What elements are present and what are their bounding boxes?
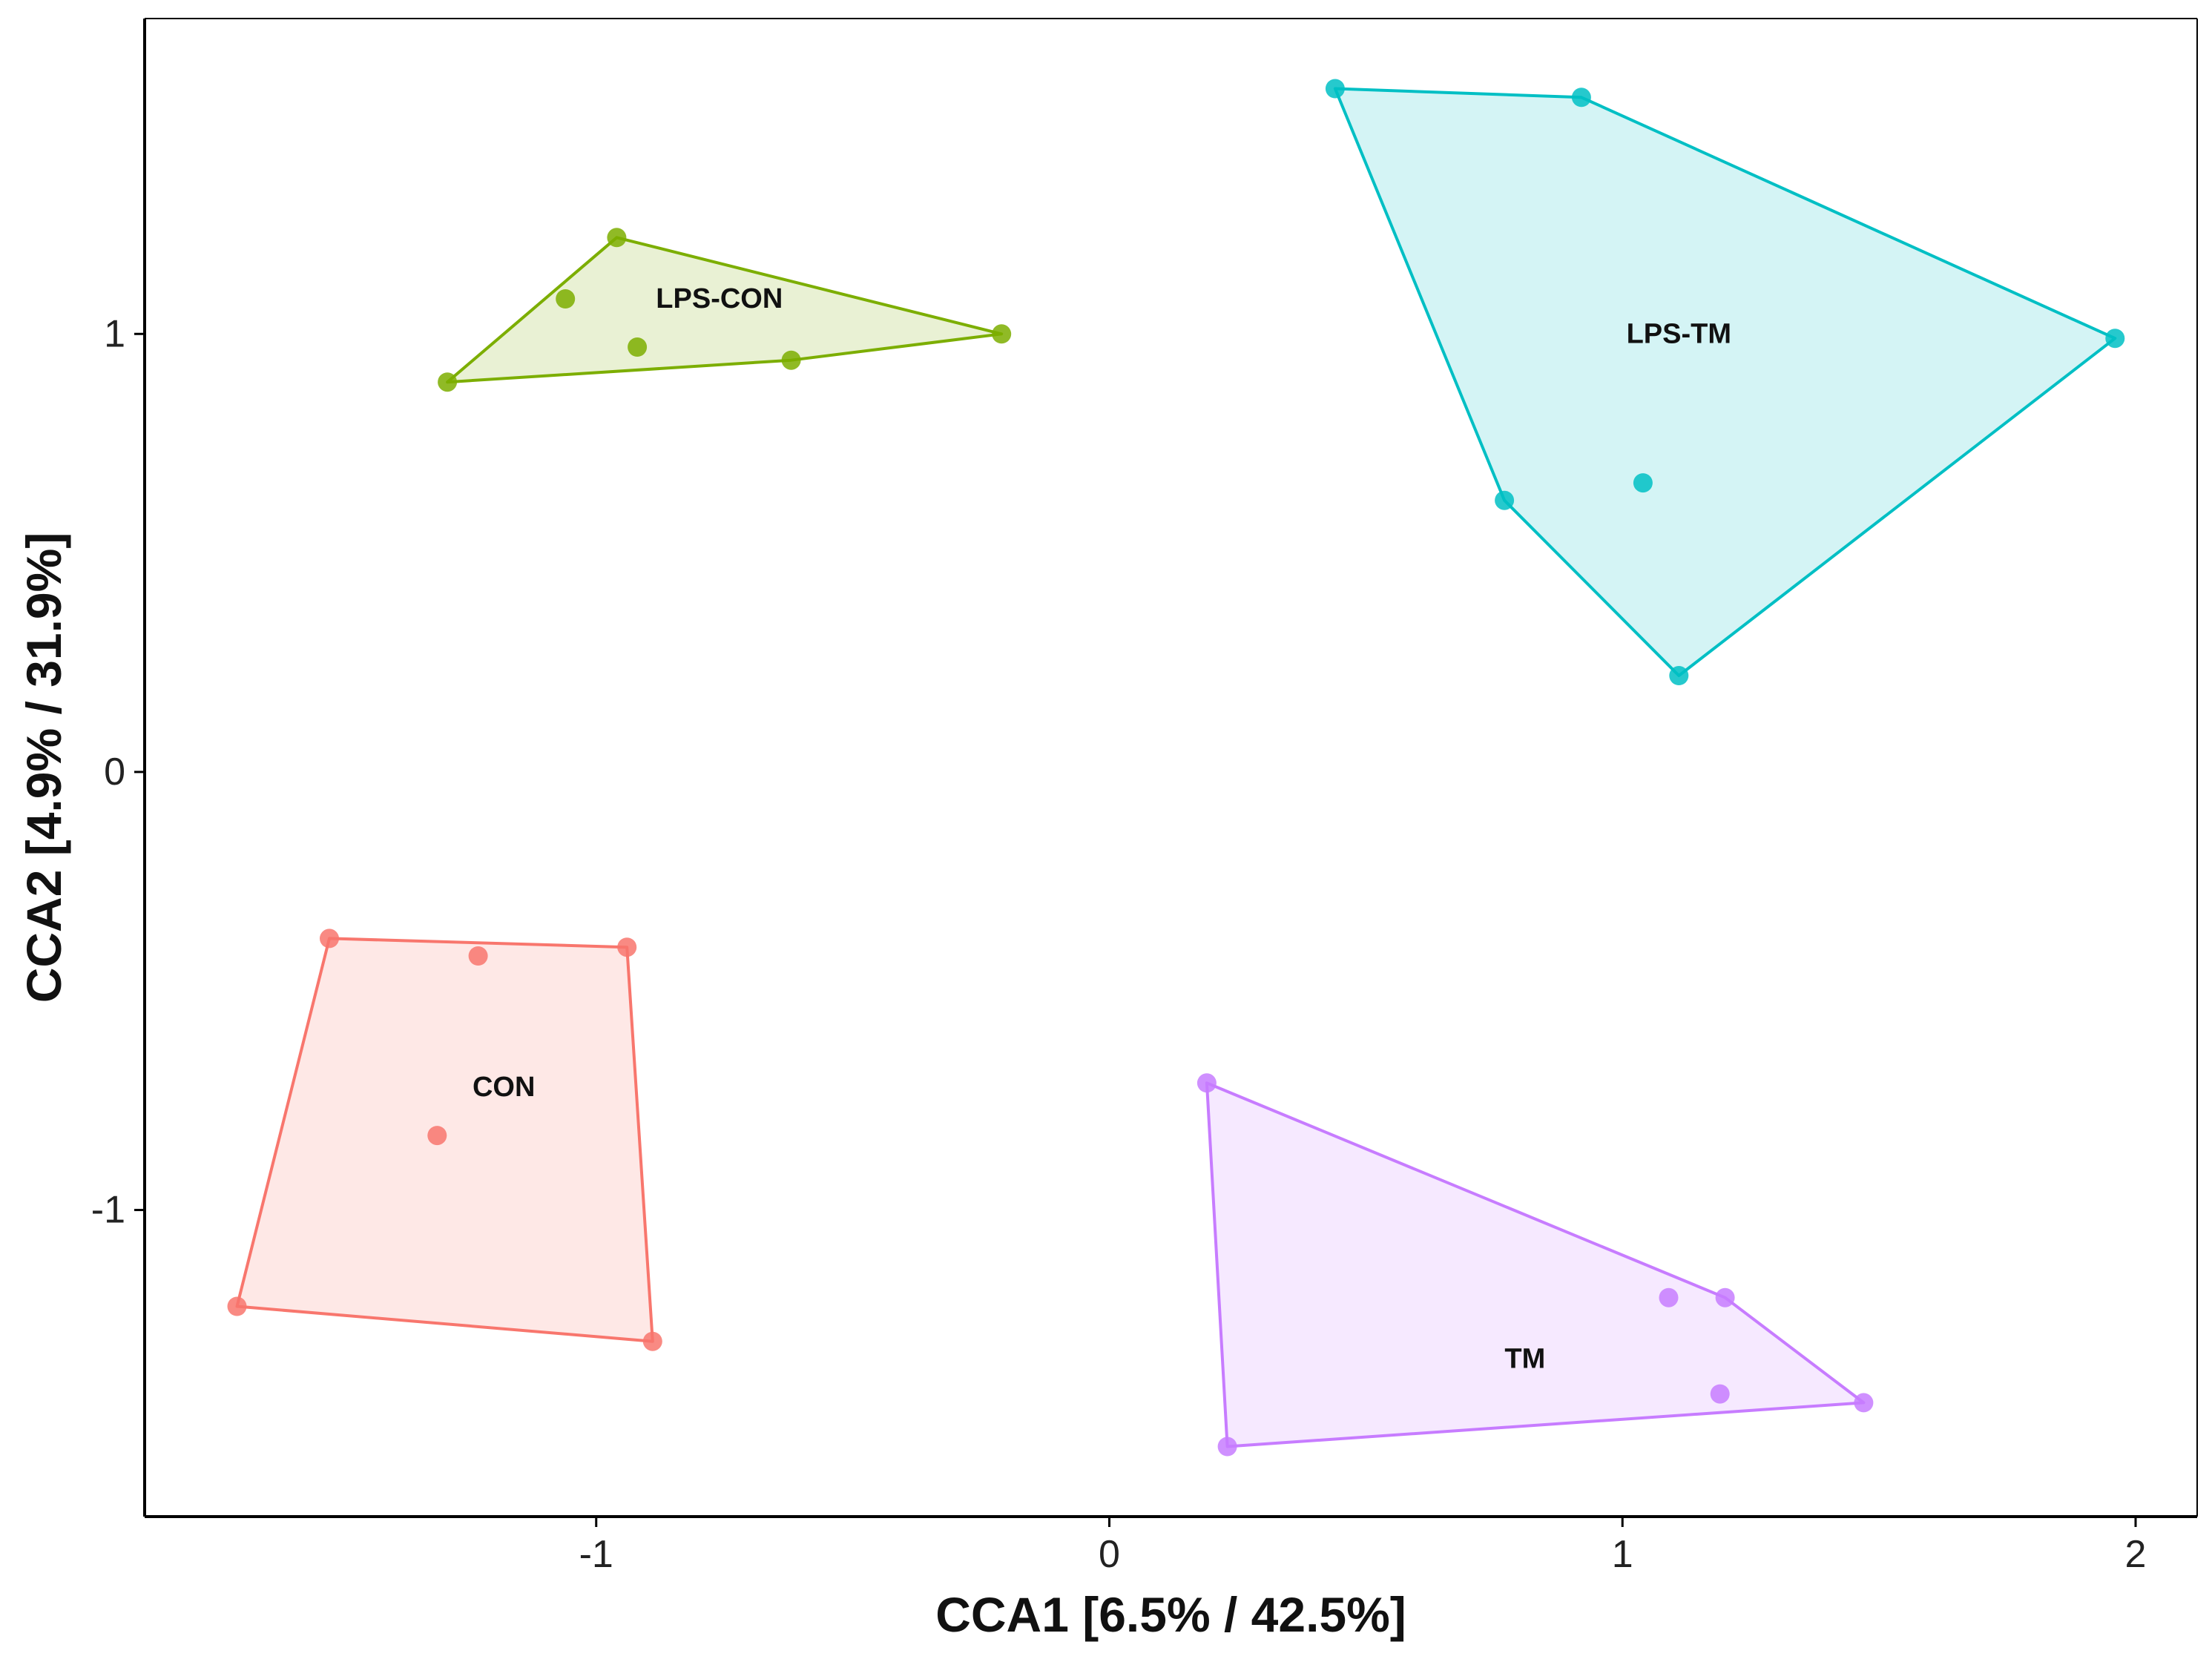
label-lps-tm: LPS-TM (1627, 318, 1731, 349)
point-lps-tm-3 (2105, 329, 2125, 349)
point-tm-4 (1217, 1437, 1237, 1457)
label-tm: TM (1504, 1343, 1545, 1374)
point-lps-con-2 (607, 228, 627, 248)
point-lps-con-5 (556, 289, 576, 309)
label-con: CON (473, 1072, 535, 1103)
x-tick-label: 0 (1099, 1533, 1120, 1576)
point-tm-6 (1710, 1384, 1730, 1404)
point-con-2 (617, 937, 637, 957)
group-labels: LPS-CON LPS-TM CON TM (473, 283, 1731, 1374)
point-con-1 (320, 929, 339, 949)
y-tick-label: -1 (91, 1189, 125, 1232)
point-lps-tm-4 (1669, 666, 1689, 685)
point-tm-3 (1854, 1393, 1874, 1413)
point-lps-tm-1 (1325, 79, 1345, 99)
point-con-3 (642, 1331, 662, 1351)
label-lps-con: LPS-CON (656, 283, 783, 314)
y-tick-label: 1 (104, 312, 125, 355)
hull-lps-tm (1333, 87, 2117, 677)
x-tick-label: -1 (579, 1533, 613, 1576)
point-lps-con-4 (781, 350, 801, 370)
group-hulls (235, 87, 2117, 1448)
point-con-5 (468, 946, 488, 966)
y-tick-label: 0 (104, 751, 125, 794)
point-tm-5 (1659, 1287, 1679, 1307)
point-lps-tm-6 (1633, 473, 1653, 493)
point-lps-con-6 (628, 337, 648, 357)
point-tm-2 (1715, 1287, 1735, 1307)
axes (143, 18, 2198, 1518)
y-axis-ticks: -1 0 1 (91, 312, 145, 1232)
sample-points (227, 79, 2125, 1457)
point-lps-tm-5 (1495, 490, 1515, 510)
point-tm-1 (1196, 1073, 1217, 1093)
x-tick-label: 2 (2125, 1533, 2147, 1576)
x-axis-ticks: -1 0 1 2 (579, 1517, 2147, 1576)
y-axis-title: CCA2 [4.9% / 31.9%] (16, 532, 71, 1003)
x-axis-title: CCA1 [6.5% / 42.5%] (935, 1587, 1406, 1642)
point-lps-con-1 (438, 372, 458, 392)
point-con-4 (227, 1296, 247, 1316)
point-lps-tm-2 (1571, 88, 1591, 108)
point-lps-con-3 (992, 324, 1012, 344)
x-tick-label: 1 (1612, 1533, 1633, 1576)
point-con-6 (427, 1126, 447, 1146)
